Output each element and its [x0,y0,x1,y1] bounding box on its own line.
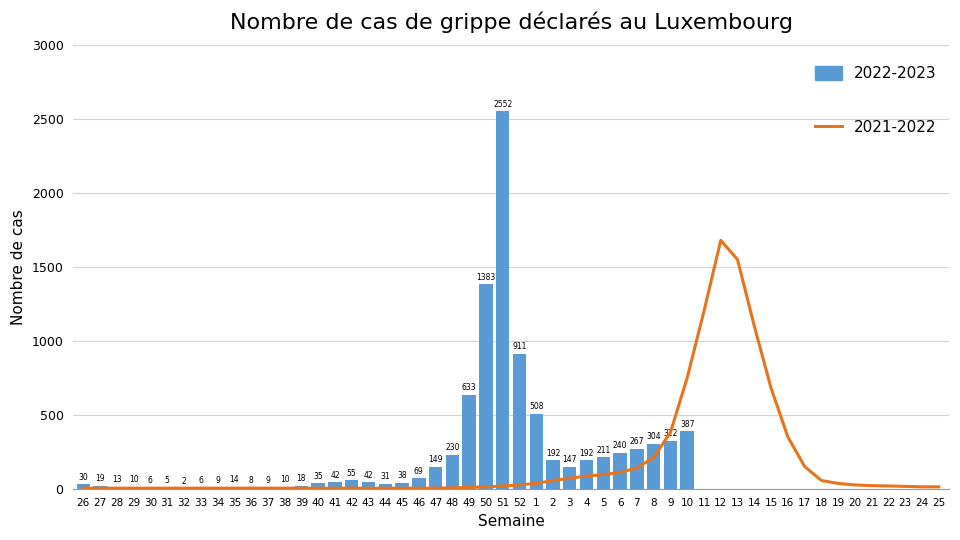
Bar [93,486,107,489]
Bar [530,414,543,489]
Text: 304: 304 [646,432,661,441]
Text: 42: 42 [364,471,373,480]
Text: 42: 42 [330,471,340,480]
Bar [513,354,526,489]
Text: 31: 31 [380,472,390,481]
Legend: 2022-2023, 2021-2022: 2022-2023, 2021-2022 [814,66,937,134]
Text: 30: 30 [79,472,88,482]
Bar [564,467,577,489]
Text: 5: 5 [165,476,170,485]
Bar [546,460,560,489]
Text: 6: 6 [199,476,204,485]
Bar [596,457,610,489]
Text: 8: 8 [249,476,253,485]
Text: 38: 38 [397,471,407,481]
Bar [328,482,342,489]
Bar [211,487,225,489]
Y-axis label: Nombre de cas: Nombre de cas [12,209,26,325]
Text: 267: 267 [630,437,644,447]
Bar [345,481,358,489]
Text: 55: 55 [347,469,356,478]
Bar [630,449,643,489]
Bar [647,444,660,489]
Bar [663,441,677,489]
Bar [295,486,308,489]
Text: 18: 18 [297,474,306,483]
Text: 9: 9 [265,476,271,484]
Text: 211: 211 [596,446,611,455]
Text: 192: 192 [580,449,593,457]
Bar [463,395,476,489]
Bar [110,487,124,489]
Bar [396,483,409,489]
Text: 1383: 1383 [476,273,495,281]
Bar [127,487,140,489]
Text: 13: 13 [112,475,122,484]
Bar [311,483,324,489]
Bar [144,488,157,489]
Text: 6: 6 [148,476,153,485]
Bar [160,488,174,489]
Bar [228,487,241,489]
Text: 10: 10 [129,476,138,484]
Bar [445,455,459,489]
Bar [378,484,392,489]
Bar [261,487,275,489]
Text: 508: 508 [529,402,543,411]
X-axis label: Semaine: Semaine [478,514,544,529]
Text: 9: 9 [215,476,220,484]
Bar [496,111,510,489]
Text: 911: 911 [513,342,527,352]
Bar [429,467,443,489]
Text: 14: 14 [229,475,239,484]
Text: 2: 2 [181,477,186,485]
Bar [681,431,694,489]
Bar [245,488,258,489]
Text: 322: 322 [663,429,678,438]
Bar [277,487,291,489]
Bar [479,284,492,489]
Bar [613,453,627,489]
Bar [580,460,593,489]
Bar [412,478,425,489]
Bar [77,484,90,489]
Text: 2552: 2552 [493,100,513,109]
Text: 633: 633 [462,383,476,393]
Text: 35: 35 [313,472,324,481]
Text: 230: 230 [445,443,460,452]
Text: 19: 19 [95,474,105,483]
Text: 147: 147 [563,455,577,464]
Text: 149: 149 [428,455,443,464]
Text: 10: 10 [279,476,289,484]
Text: 240: 240 [612,442,628,450]
Text: 69: 69 [414,467,423,476]
Title: Nombre de cas de grippe déclarés au Luxembourg: Nombre de cas de grippe déclarés au Luxe… [229,11,793,32]
Text: 387: 387 [680,420,694,429]
Text: 192: 192 [546,449,561,457]
Bar [194,488,207,489]
Bar [362,482,375,489]
